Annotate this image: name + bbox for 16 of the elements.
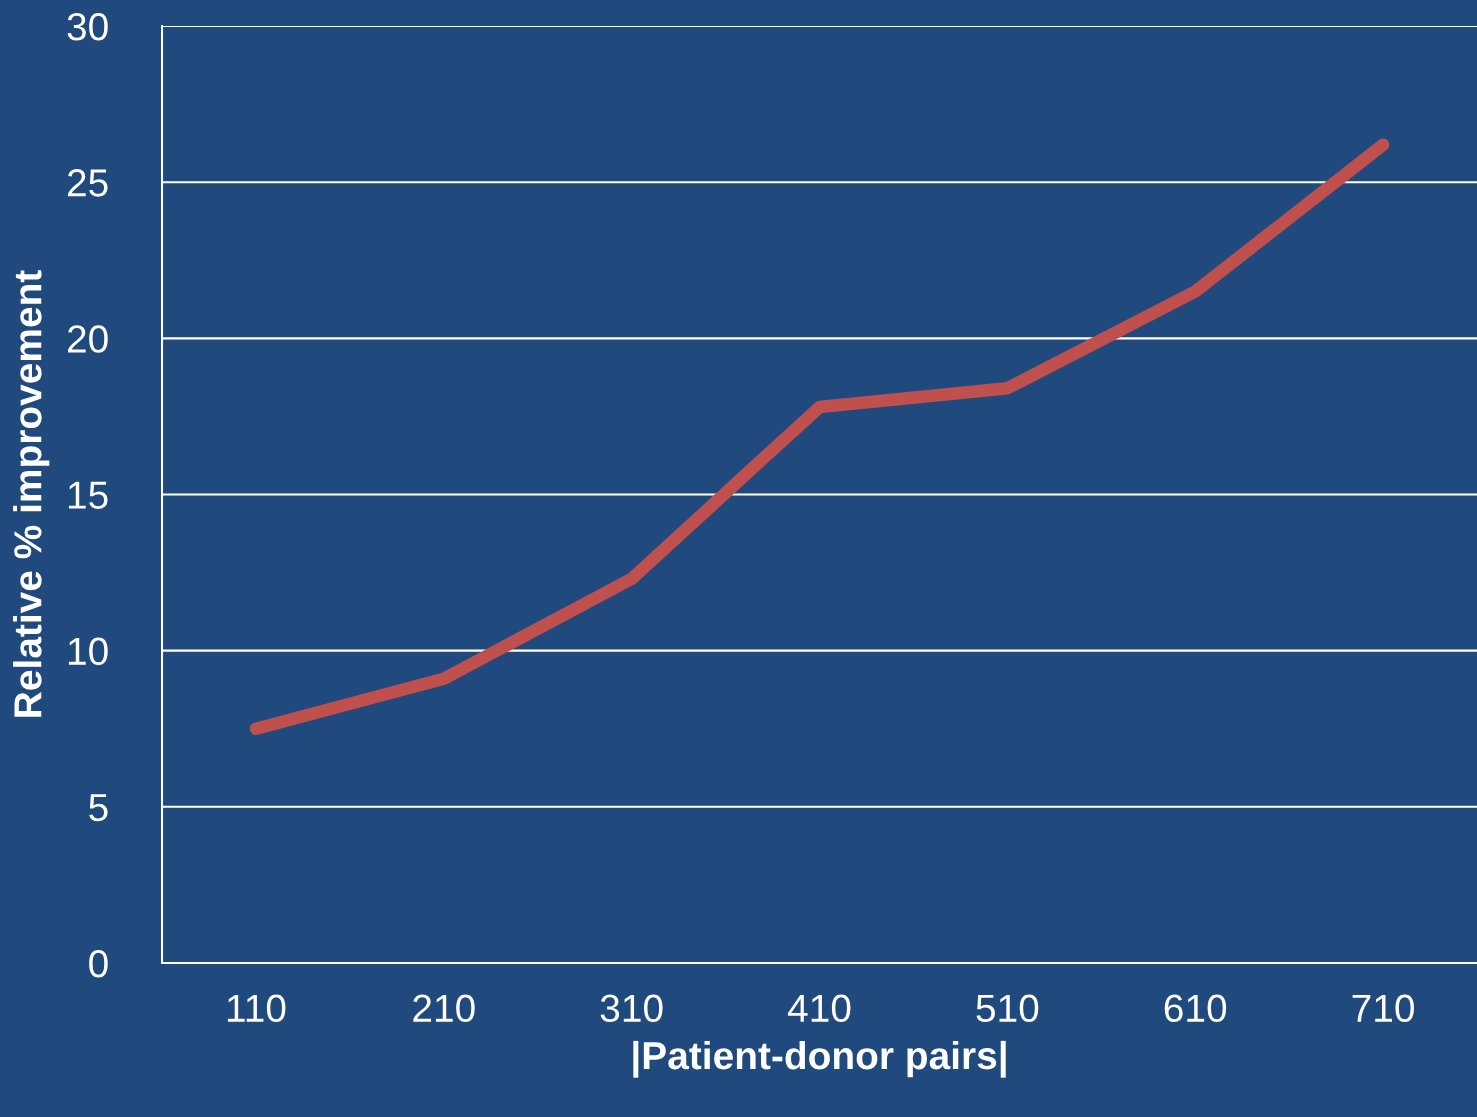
y-tick-label: 20 [67,325,108,353]
y-axis-title: Relative % improvement [13,270,50,717]
y-tick-label: 5 [89,794,108,822]
x-tick-label: 710 [1352,994,1414,1023]
y-tick-label: 10 [68,637,108,666]
x-tick-label: 410 [787,994,851,1023]
x-tick-label: 110 [227,994,286,1023]
x-tick-label: 310 [600,994,663,1023]
x-tick-label: 210 [413,994,475,1023]
x-tick-label: 510 [976,994,1039,1023]
y-tick-label: 15 [68,481,108,509]
x-tick-label: 610 [1164,994,1227,1023]
y-tick-label: 30 [67,12,108,41]
y-tick-label: 0 [89,949,108,978]
x-axis-title: |Patient-donor pairs| [633,1040,1006,1078]
y-tick-label: 25 [67,169,108,197]
